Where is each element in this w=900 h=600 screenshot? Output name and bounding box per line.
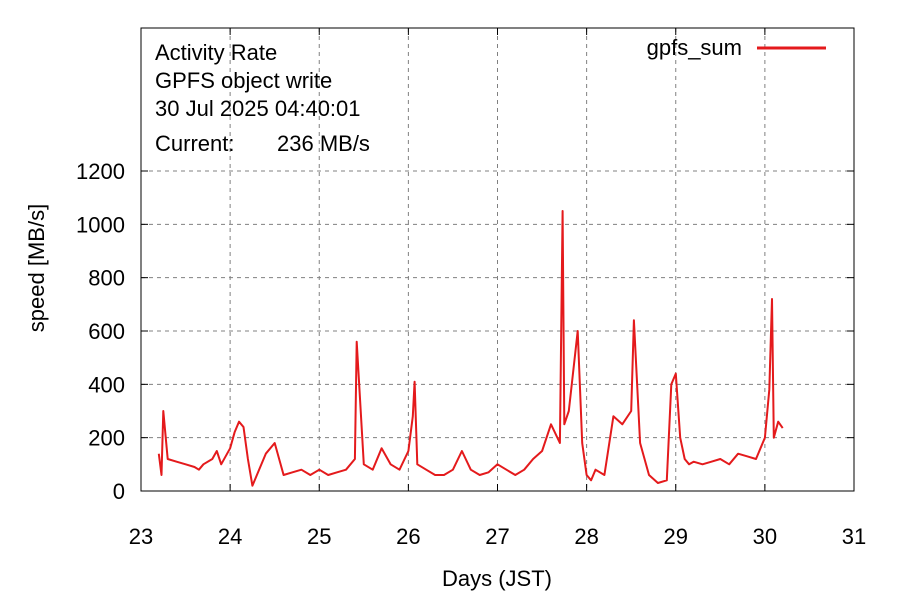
legend-label: gpfs_sum bbox=[647, 35, 742, 60]
y-axis-title: speed [MB/s] bbox=[24, 204, 49, 332]
chart-timestamp: 30 Jul 2025 04:40:01 bbox=[155, 96, 361, 121]
series-line-gpfs-sum bbox=[157, 210, 784, 487]
chart-title: Activity Rate bbox=[155, 40, 277, 65]
x-tick-label: 24 bbox=[218, 524, 242, 549]
x-tick-label: 25 bbox=[307, 524, 331, 549]
current-label: Current: bbox=[155, 131, 234, 156]
series-layer bbox=[157, 210, 784, 487]
current-value: 236 MB/s bbox=[277, 131, 370, 156]
x-tick-label: 23 bbox=[129, 524, 153, 549]
x-axis-title: Days (JST) bbox=[442, 566, 552, 591]
tick-layer: 23 24 25 26 27 28 29 30 31 0 200 400 600 800 1000 1200 bbox=[76, 28, 866, 549]
x-tick-label: 31 bbox=[842, 524, 866, 549]
x-tick-label: 27 bbox=[485, 524, 509, 549]
chart-subtitle: GPFS object write bbox=[155, 68, 332, 93]
y-tick-label: 1000 bbox=[76, 212, 125, 237]
y-tick-label: 1200 bbox=[76, 159, 125, 184]
x-tick-label: 30 bbox=[753, 524, 777, 549]
y-tick-label: 600 bbox=[88, 319, 125, 344]
y-tick-label: 0 bbox=[113, 479, 125, 504]
x-tick-label: 29 bbox=[664, 524, 688, 549]
y-tick-label: 800 bbox=[88, 266, 125, 291]
y-tick-label: 200 bbox=[88, 426, 125, 451]
x-tick-label: 28 bbox=[574, 524, 598, 549]
y-tick-label: 400 bbox=[88, 372, 125, 397]
x-tick-label: 26 bbox=[396, 524, 420, 549]
